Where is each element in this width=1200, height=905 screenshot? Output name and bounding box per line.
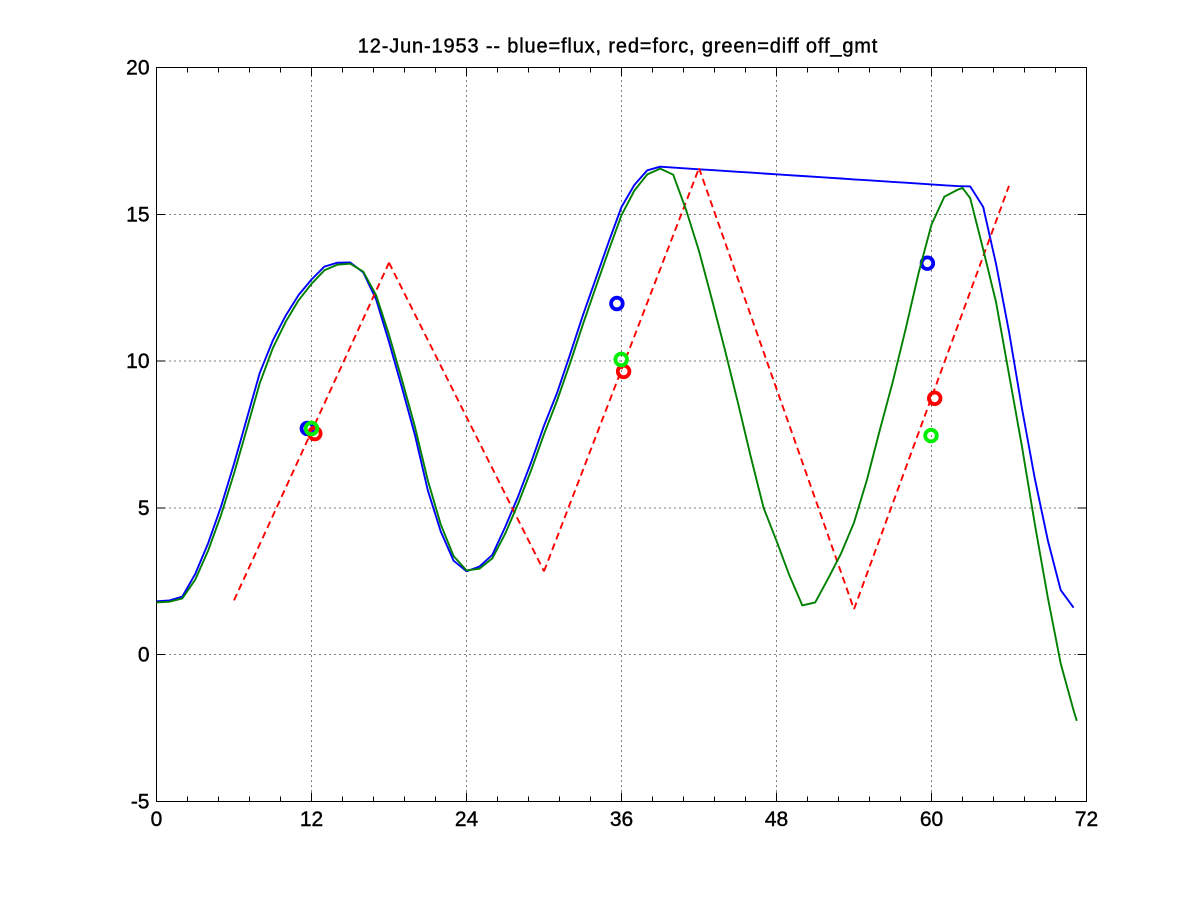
svg-text:48: 48 <box>765 808 788 831</box>
svg-text:12-Jun-1953 -- blue=flux, red=: 12-Jun-1953 -- blue=flux, red=forc, gree… <box>358 36 878 58</box>
svg-text:60: 60 <box>920 808 943 831</box>
svg-text:10: 10 <box>126 350 149 373</box>
svg-text:-5: -5 <box>131 791 150 814</box>
svg-text:5: 5 <box>138 497 150 520</box>
svg-text:72: 72 <box>1075 808 1098 831</box>
svg-text:24: 24 <box>455 808 479 831</box>
svg-text:20: 20 <box>126 57 149 80</box>
svg-text:36: 36 <box>610 808 633 831</box>
svg-text:0: 0 <box>151 808 163 831</box>
svg-text:0: 0 <box>138 644 150 667</box>
svg-text:15: 15 <box>126 203 149 226</box>
svg-text:12: 12 <box>300 808 323 831</box>
